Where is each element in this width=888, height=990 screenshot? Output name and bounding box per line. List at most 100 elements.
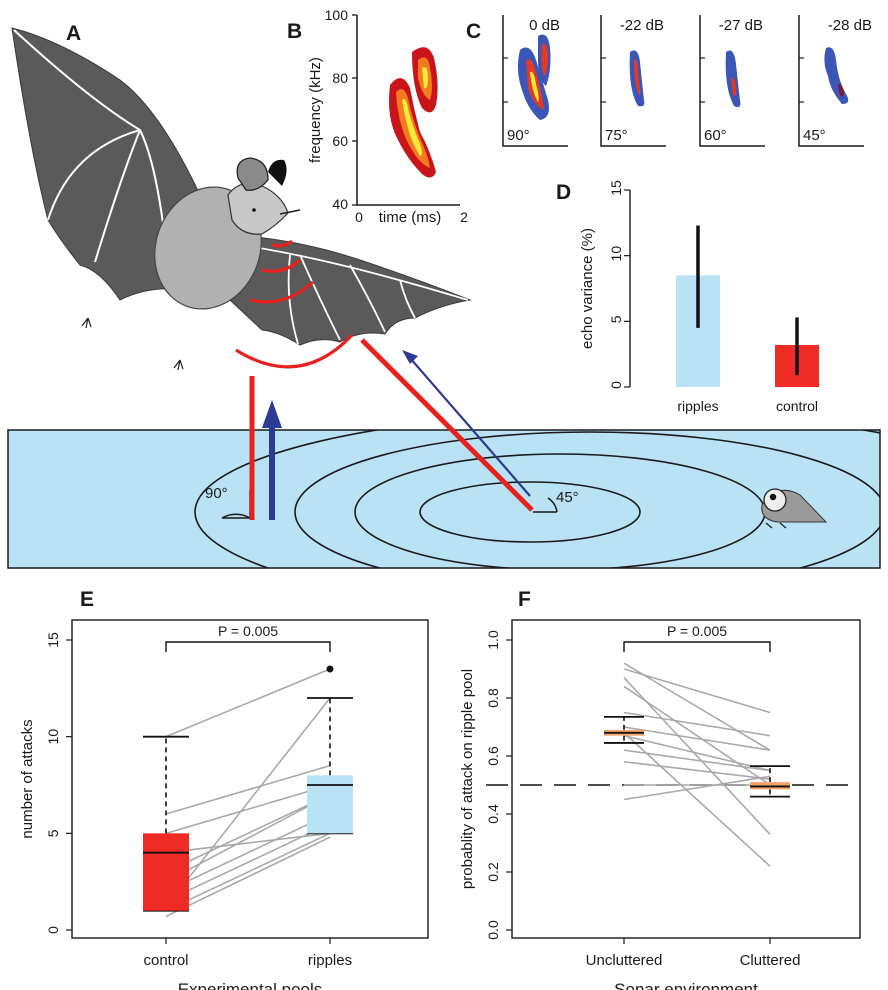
y-axis-label: number of attacks <box>19 719 36 838</box>
echo-shape <box>530 71 539 102</box>
y-axis-label: echo variance (%) <box>579 228 596 349</box>
echo-angle-label: 90° <box>507 127 530 144</box>
ripple-ring <box>419 481 641 543</box>
panel-b-ytick: 100 <box>325 7 349 23</box>
panel-label-a: A <box>66 22 81 45</box>
x-tick-label: Cluttered <box>740 952 801 969</box>
panel-b-ytick: 60 <box>332 133 348 149</box>
significance-bracket <box>623 641 771 652</box>
paired-line <box>623 749 771 772</box>
x-axis-label: Sonar environment <box>614 980 758 990</box>
paired-line <box>623 711 771 737</box>
paired-line <box>623 734 771 772</box>
bat-head <box>227 182 289 235</box>
y-tick-label: 0 <box>45 926 61 934</box>
p-value-label: P = 0.005 <box>667 623 727 639</box>
panel-label-e: E <box>80 588 94 611</box>
plot-frame <box>511 619 861 939</box>
y-tick-label: 0.8 <box>485 688 501 708</box>
angle-arc-45 <box>547 497 558 513</box>
sonar-waves <box>235 239 354 369</box>
pond: 90° 45° <box>7 429 881 569</box>
echo-shape <box>634 59 640 96</box>
significance-bracket <box>165 641 331 652</box>
echo-subpanel: -27 dB 60° <box>699 15 765 147</box>
echo-angle-label: 45° <box>803 127 826 144</box>
paired-line <box>623 685 771 786</box>
bat-snout <box>279 209 301 215</box>
y-tick-label: 0.0 <box>485 920 501 940</box>
echo-db-label: -28 dB <box>828 17 872 34</box>
category-label: control <box>776 398 818 414</box>
panel-b-xlabel: time (ms) <box>379 209 442 226</box>
x-tick-label: control <box>143 952 188 969</box>
plot-frame <box>71 619 429 939</box>
outlier-point <box>326 665 334 673</box>
echo-db-label: -27 dB <box>719 17 763 34</box>
paired-line <box>165 784 331 835</box>
echo-angle-label: 75° <box>605 127 628 144</box>
x-tick-label: ripples <box>308 952 352 969</box>
echo-db-label: -22 dB <box>620 17 664 34</box>
spectrogram-call-shape <box>402 99 422 156</box>
panel-b-xtick-left: 0 <box>355 209 363 225</box>
y-tick-label: 10 <box>45 729 61 745</box>
paired-line <box>165 697 331 908</box>
paired-line <box>165 793 331 883</box>
bat-eye <box>252 208 256 212</box>
echo-arrowhead-oblique <box>402 350 418 364</box>
echo-beam-oblique <box>409 357 531 497</box>
bat-illustration <box>11 27 472 371</box>
p-value-label: P = 0.005 <box>218 623 278 639</box>
echo-shape <box>731 77 737 96</box>
panel-d-chart: 0 5 10 15 echo variance (%) ripples control <box>579 180 819 414</box>
paired-line <box>165 793 331 873</box>
bat-left-wing-bones <box>13 29 171 289</box>
panel-b-spectrogram: 100 80 60 40 frequency (kHz) 0 2 time (m… <box>307 7 468 226</box>
bat-feet <box>81 317 184 371</box>
paired-line <box>623 775 771 801</box>
x-axis-label: Experimental pools <box>178 980 323 990</box>
y-tick-label: 15 <box>608 180 624 196</box>
paired-line <box>165 836 331 918</box>
panel-c-echoes: 0 dB 90° -22 dB 75° -27 dB 60° <box>502 15 872 147</box>
y-tick-label: 0.2 <box>485 862 501 882</box>
panel-b-ytick: 80 <box>332 70 348 86</box>
paired-line <box>623 732 771 867</box>
echo-db-label: 0 dB <box>529 17 560 34</box>
pond-surface <box>7 429 881 569</box>
y-tick-label: 10 <box>608 246 624 262</box>
panel-b-ticks <box>352 14 357 206</box>
paired-line <box>623 726 771 751</box>
paired-line <box>623 668 771 714</box>
panel-e-chart: 0 5 10 15 control ripples Experimental pools nu… <box>19 619 429 990</box>
y-tick-label: 0.6 <box>485 746 501 766</box>
echo-subpanel: -28 dB 45° <box>798 15 872 147</box>
call-beam-oblique <box>360 338 534 512</box>
y-tick-label: 0 <box>608 381 624 389</box>
paired-line <box>165 813 331 893</box>
fish-icon <box>761 488 828 529</box>
y-tick-label: 5 <box>608 315 624 323</box>
panel-label-d: D <box>556 181 571 204</box>
x-tick-label: Uncluttered <box>586 952 663 969</box>
paired-line <box>165 822 331 902</box>
echo-subpanel: -22 dB 75° <box>600 15 666 147</box>
box-ripples <box>307 775 353 834</box>
echo-shape <box>541 43 548 76</box>
bat-noseleaf <box>268 159 287 186</box>
echo-arrowhead-vertical <box>262 400 282 428</box>
angle-arc-90 <box>221 513 251 519</box>
paired-line <box>165 668 331 738</box>
bat-ear <box>236 157 269 191</box>
ripple-ring <box>294 431 880 568</box>
echo-shape <box>838 84 844 97</box>
panel-b-ylabel: frequency (kHz) <box>307 57 324 163</box>
bat-right-wing-bones <box>239 244 469 345</box>
y-tick-label: 0.4 <box>485 804 501 824</box>
angle-label-90: 90° <box>205 485 228 502</box>
paired-line <box>623 662 771 751</box>
echo-shape <box>824 47 849 104</box>
panel-f-chart: 0.0 0.2 0.4 0.6 0.8 1.0 Uncluttered Cluttered So… <box>459 619 861 990</box>
